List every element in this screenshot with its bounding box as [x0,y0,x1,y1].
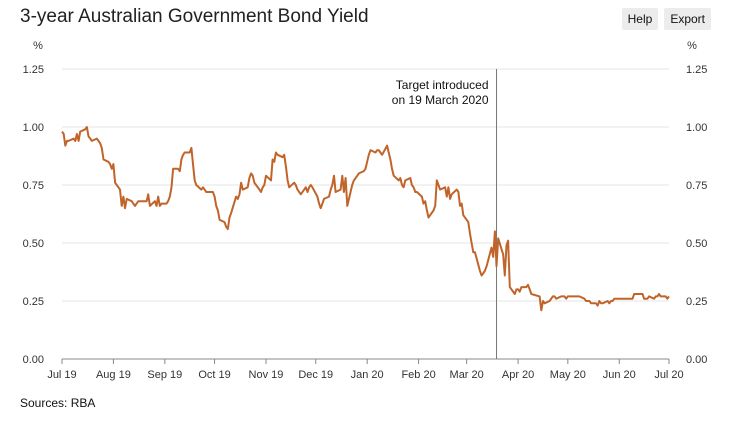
x-tick-label: Jan 20 [351,369,384,381]
export-button[interactable]: Export [664,8,711,30]
y-tick-label-left: 1.00 [23,122,44,134]
x-tick-label: Jul 20 [654,369,683,381]
chart-title: 3-year Australian Government Bond Yield [20,6,369,27]
y-unit-label-left: % [33,40,43,52]
y-tick-label-right: 0.00 [686,354,707,366]
y-tick-label-left: 0.25 [23,296,44,308]
y-tick-label-right: 0.75 [686,180,707,192]
y-unit-label-right: % [687,40,697,52]
x-tick-label: May 20 [550,369,586,381]
x-tick-label: Mar 20 [450,369,484,381]
x-tick-label: Jul 19 [47,369,76,381]
chart-toolbar: Help Export [621,8,711,30]
x-tick-label: Sep 19 [147,369,182,381]
help-button[interactable]: Help [621,8,659,30]
y-tick-label-left: 0.50 [23,238,44,250]
x-tick-label: Apr 20 [502,369,534,381]
y-tick-label-left: 0.00 [23,354,44,366]
y-tick-label-right: 1.00 [686,122,707,134]
x-tick-label: Jun 20 [603,369,636,381]
x-tick-label: Nov 19 [249,369,284,381]
annotation-text: on 19 March 2020 [392,93,489,107]
y-tick-label-right: 1.25 [686,64,707,76]
x-tick-label: Oct 19 [198,369,230,381]
y-tick-label-right: 0.25 [686,296,707,308]
x-tick-label: Dec 19 [298,369,333,381]
y-tick-label-right: 0.50 [686,238,707,250]
annotation-text: Target introduced [396,78,489,92]
y-tick-label-left: 0.75 [23,180,44,192]
y-tick-label-left: 1.25 [23,64,44,76]
x-tick-label: Aug 19 [96,369,131,381]
source-note: Sources: RBA [20,396,96,410]
x-tick-label: Feb 20 [401,369,435,381]
series-line-bond-yield [61,126,670,312]
